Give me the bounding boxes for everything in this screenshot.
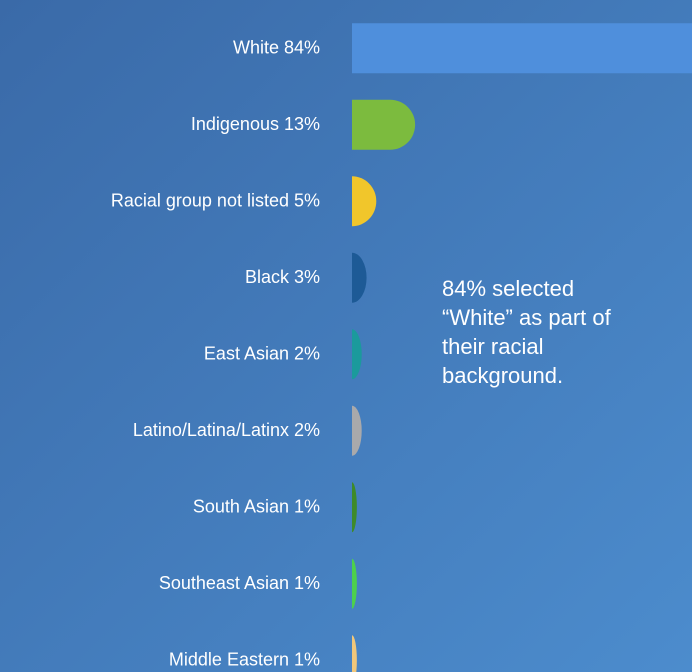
annotation: 84% selected [442, 276, 574, 301]
category-name: White [233, 37, 279, 57]
category-name: Southeast Asian [159, 573, 289, 593]
bar [352, 405, 362, 456]
category-name: Latino/Latina/Latinx [133, 420, 289, 440]
value-label: 1% [294, 573, 320, 593]
value-label: 1% [294, 649, 320, 669]
category-label: East Asian 2% [204, 343, 320, 363]
bar [351, 482, 357, 533]
annotation: “White” as part of [442, 305, 612, 330]
value-label: 84% [284, 37, 320, 57]
value-label: 13% [284, 114, 320, 134]
value-label: 2% [294, 420, 320, 440]
category-label: Racial group not listed 5% [111, 190, 320, 210]
bar [352, 23, 692, 74]
bar [352, 329, 362, 380]
bar [352, 635, 357, 672]
bar [352, 252, 367, 303]
annotation: their racial [442, 334, 543, 359]
category-label: White 84% [233, 37, 320, 57]
category-label: Latino/Latina/Latinx 2% [133, 420, 320, 440]
category-name: South Asian [193, 496, 289, 516]
category-name: Indigenous [191, 114, 279, 134]
category-name: East Asian [204, 343, 289, 363]
value-label: 5% [294, 190, 320, 210]
value-label: 2% [294, 343, 320, 363]
category-name: Black [245, 267, 290, 287]
bar [352, 99, 416, 150]
bar [352, 176, 377, 227]
value-label: 1% [294, 496, 320, 516]
category-label: Southeast Asian 1% [159, 573, 320, 593]
category-name: Racial group not listed [111, 190, 289, 210]
category-label: Indigenous 13% [191, 114, 320, 134]
category-label: Black 3% [245, 267, 320, 287]
bar [352, 558, 357, 609]
category-label: South Asian 1% [193, 496, 320, 516]
category-label: Middle Eastern 1% [169, 649, 320, 669]
value-label: 3% [294, 267, 320, 287]
annotation: background. [442, 363, 563, 388]
category-name: Middle Eastern [169, 649, 289, 669]
